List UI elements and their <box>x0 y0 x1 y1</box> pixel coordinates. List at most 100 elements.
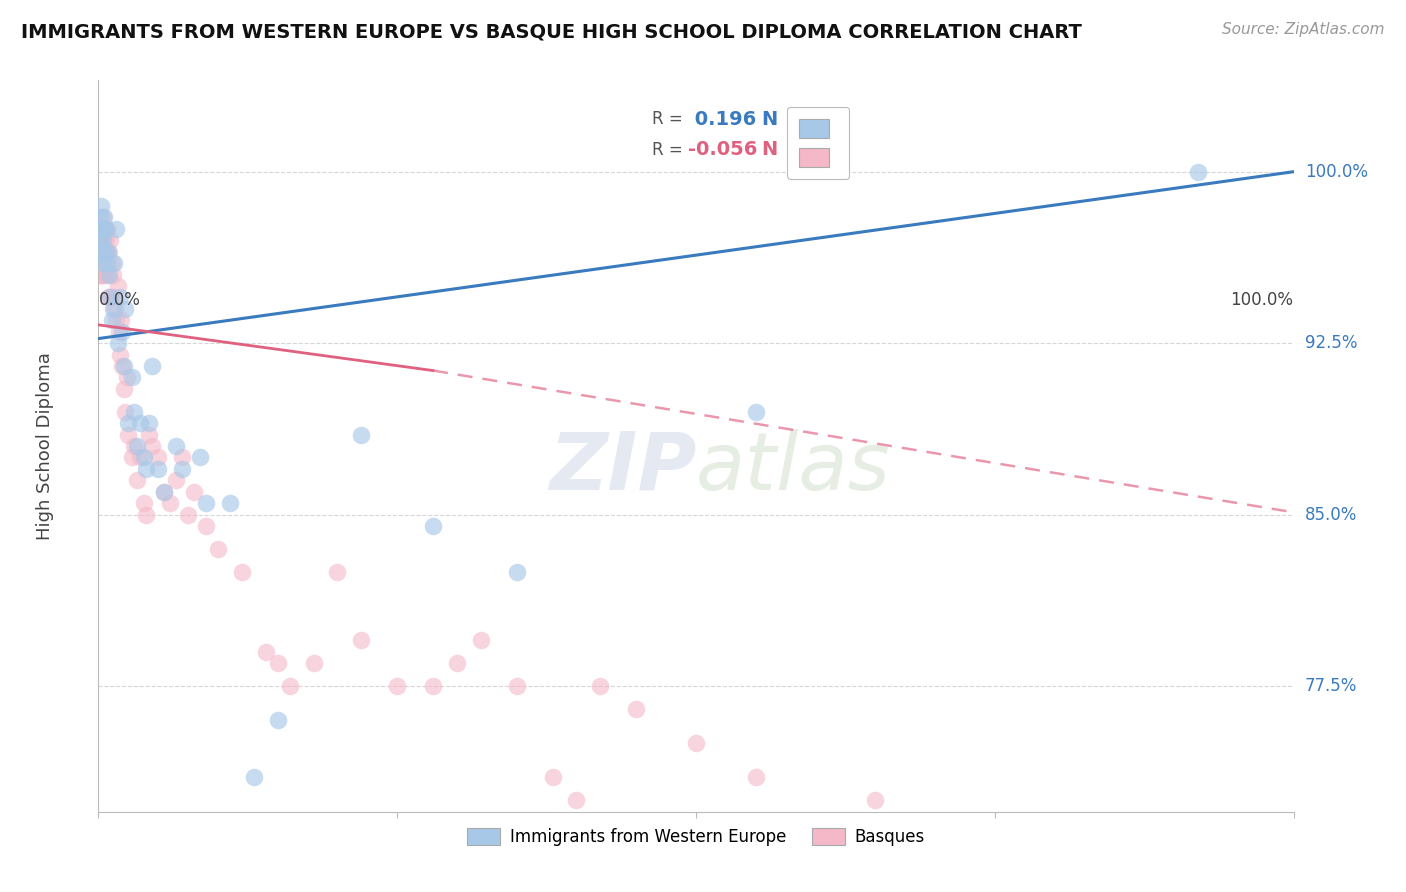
Point <box>98 244 121 259</box>
Point <box>107 336 129 351</box>
Point <box>278 679 301 693</box>
Point <box>541 771 564 785</box>
Point <box>94 244 117 259</box>
Point <box>89 256 111 270</box>
Point <box>148 450 170 465</box>
Point <box>91 244 114 259</box>
Point <box>93 222 115 236</box>
Text: Source: ZipAtlas.com: Source: ZipAtlas.com <box>1222 22 1385 37</box>
Point <box>626 702 648 716</box>
Point <box>302 656 325 670</box>
Point <box>188 450 211 465</box>
Point <box>267 713 290 727</box>
Point <box>350 427 373 442</box>
Point <box>89 233 111 247</box>
Point <box>125 473 148 487</box>
Point <box>91 211 114 225</box>
Point <box>90 244 112 259</box>
Point <box>112 382 135 396</box>
Point <box>91 268 114 282</box>
Point <box>100 313 122 327</box>
Point <box>90 222 112 236</box>
Point <box>135 508 157 522</box>
Point <box>589 679 612 693</box>
Point <box>231 565 253 579</box>
Point <box>124 405 146 419</box>
Point <box>89 268 111 282</box>
Point <box>141 359 163 373</box>
Text: 0.196: 0.196 <box>688 110 756 128</box>
Point <box>114 405 136 419</box>
Point <box>165 473 187 487</box>
Text: IMMIGRANTS FROM WESTERN EUROPE VS BASQUE HIGH SCHOOL DIPLOMA CORRELATION CHART: IMMIGRANTS FROM WESTERN EUROPE VS BASQUE… <box>21 22 1083 41</box>
Point <box>924 828 946 842</box>
Point <box>90 268 112 282</box>
Point <box>135 462 157 476</box>
Point <box>101 301 124 316</box>
Point <box>172 462 194 476</box>
Point <box>89 244 111 259</box>
Point <box>117 427 139 442</box>
Point <box>107 325 129 339</box>
Point <box>91 256 114 270</box>
Point <box>94 222 117 236</box>
Point <box>93 244 115 259</box>
Text: atlas: atlas <box>696 429 891 507</box>
Text: R =: R = <box>652 141 682 159</box>
Text: 85.0%: 85.0% <box>1305 506 1357 524</box>
Point <box>172 450 194 465</box>
Point <box>124 439 146 453</box>
Point <box>183 484 205 499</box>
Point <box>153 484 176 499</box>
Point <box>91 233 114 247</box>
Point <box>165 439 187 453</box>
Point <box>93 256 115 270</box>
Point <box>111 325 134 339</box>
Point <box>132 450 155 465</box>
Point <box>98 268 121 282</box>
Point <box>470 633 492 648</box>
Point <box>129 416 152 430</box>
Point <box>94 233 117 247</box>
Point <box>91 244 114 259</box>
Point <box>177 508 200 522</box>
Point <box>326 565 349 579</box>
Point <box>422 679 444 693</box>
Point <box>685 736 707 750</box>
Point <box>506 565 529 579</box>
Point <box>121 370 143 384</box>
Point <box>148 462 170 476</box>
Point <box>159 496 181 510</box>
Text: 100.0%: 100.0% <box>1305 162 1368 181</box>
Point <box>153 484 176 499</box>
Point <box>89 233 111 247</box>
Point <box>506 679 529 693</box>
Point <box>111 359 134 373</box>
Point <box>97 290 120 304</box>
Point <box>93 211 115 225</box>
Point <box>89 244 111 259</box>
Point <box>94 222 117 236</box>
Point <box>195 496 218 510</box>
Point <box>98 233 122 247</box>
Point <box>984 862 1007 876</box>
Point <box>90 233 112 247</box>
Point <box>98 290 122 304</box>
Point <box>1187 164 1209 178</box>
Point <box>219 496 242 510</box>
Point <box>105 222 128 236</box>
Text: 100.0%: 100.0% <box>1230 291 1294 309</box>
Point <box>121 450 143 465</box>
Point <box>243 771 266 785</box>
Point <box>565 793 588 807</box>
Point <box>101 268 124 282</box>
Point <box>90 199 112 213</box>
Point <box>207 541 229 556</box>
Point <box>132 496 155 510</box>
Text: 77.5%: 77.5% <box>1305 677 1357 695</box>
Point <box>110 313 132 327</box>
Point <box>804 816 827 830</box>
Point <box>96 244 118 259</box>
Point <box>107 279 129 293</box>
Point <box>103 256 125 270</box>
